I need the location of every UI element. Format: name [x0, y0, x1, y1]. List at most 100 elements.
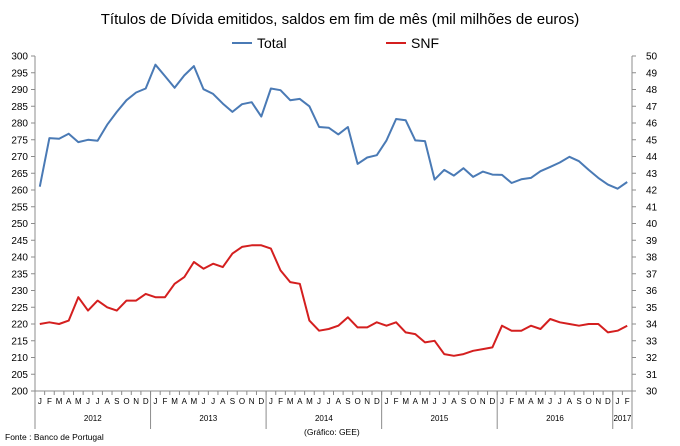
right-tick-label: 34 [646, 320, 658, 331]
month-tick-label: J [202, 397, 206, 406]
legend: Total SNF [232, 35, 439, 51]
month-tick-label: S [461, 397, 466, 406]
month-tick-label: J [96, 397, 100, 406]
month-tick-label: S [576, 397, 581, 406]
left-tick-label: 220 [11, 320, 28, 331]
month-tick-label: M [75, 397, 82, 406]
right-tick-label: 47 [646, 102, 658, 113]
month-tick-label: A [336, 397, 342, 406]
month-tick-label: N [133, 397, 139, 406]
month-tick-label: A [528, 397, 534, 406]
right-tick-label: 32 [646, 353, 658, 364]
month-tick-label: S [230, 397, 235, 406]
left-tick-label: 225 [11, 303, 28, 314]
left-tick-label: 230 [11, 286, 28, 297]
year-label: 2016 [546, 414, 564, 423]
series-line-snf [39, 244, 628, 357]
month-tick-label: J [317, 397, 321, 406]
month-tick-label: D [258, 397, 264, 406]
left-tick-label: 255 [11, 202, 28, 213]
right-tick-label: 41 [646, 202, 658, 213]
month-tick-label: D [489, 397, 495, 406]
right-tick-label: 42 [646, 186, 658, 197]
left-tick-label: 265 [11, 169, 28, 180]
month-tick-label: J [558, 397, 562, 406]
month-tick-label: A [567, 397, 573, 406]
right-tick-label: 50 [646, 52, 658, 63]
right-tick-label: 40 [646, 219, 658, 230]
month-tick-label: N [595, 397, 601, 406]
month-tick-label: J [38, 397, 42, 406]
month-tick-label: A [297, 397, 303, 406]
month-tick-label: J [548, 397, 552, 406]
right-tick-label: 39 [646, 236, 658, 247]
source-note: Fonte : Banco de Portugal [5, 432, 104, 442]
right-tick-label: 30 [646, 387, 658, 398]
left-tick-label: 285 [11, 102, 28, 113]
right-tick-label: 45 [646, 135, 658, 146]
month-tick-label: O [239, 397, 245, 406]
right-tick-label: 37 [646, 269, 658, 280]
month-tick-label: A [105, 397, 111, 406]
month-tick-label: S [345, 397, 350, 406]
month-tick-label: F [278, 397, 283, 406]
month-tick-label: M [171, 397, 178, 406]
left-tick-label: 205 [11, 370, 28, 381]
month-tick-label: N [249, 397, 255, 406]
year-label: 2015 [431, 414, 449, 423]
left-tick-label: 270 [11, 152, 28, 163]
right-tick-label: 48 [646, 85, 658, 96]
month-tick-label: M [287, 397, 294, 406]
month-tick-label: F [625, 397, 630, 406]
month-tick-label: D [374, 397, 380, 406]
left-tick-label: 290 [11, 85, 28, 96]
month-tick-label: F [394, 397, 399, 406]
month-tick-label: J [384, 397, 388, 406]
left-tick-label: 260 [11, 186, 28, 197]
left-tick-label: 280 [11, 119, 28, 130]
month-tick-label: M [537, 397, 544, 406]
chart-credit-note: (Gráfico: GEE) [304, 427, 360, 437]
month-tick-label: J [433, 397, 437, 406]
series-line-total [38, 63, 628, 190]
month-tick-label: J [211, 397, 215, 406]
month-tick-label: M [191, 397, 198, 406]
month-tick-label: O [123, 397, 129, 406]
month-tick-label: M [402, 397, 409, 406]
month-tick-label: F [509, 397, 514, 406]
month-tick-label: O [354, 397, 360, 406]
left-tick-label: 235 [11, 269, 28, 280]
left-tick-label: 215 [11, 336, 28, 347]
year-label: 2017 [613, 414, 631, 423]
month-tick-label: D [143, 397, 149, 406]
right-tick-label: 46 [646, 119, 658, 130]
month-tick-label: J [86, 397, 90, 406]
month-tick-label: M [422, 397, 429, 406]
left-tick-label: 245 [11, 236, 28, 247]
month-tick-label: F [163, 397, 168, 406]
right-tick-label: 49 [646, 68, 658, 79]
month-tick-label: O [586, 397, 592, 406]
legend-snf-label: SNF [411, 35, 439, 51]
month-tick-label: A [451, 397, 457, 406]
left-tick-label: 295 [11, 68, 28, 79]
left-tick-label: 250 [11, 219, 28, 230]
month-tick-label: J [269, 397, 273, 406]
right-tick-label: 36 [646, 286, 658, 297]
month-tick-label: M [56, 397, 63, 406]
year-label: 2014 [315, 414, 333, 423]
month-tick-label: M [518, 397, 525, 406]
month-tick-label: J [327, 397, 331, 406]
month-tick-label: A [413, 397, 419, 406]
left-tick-label: 300 [11, 52, 28, 63]
right-tick-label: 38 [646, 253, 658, 264]
month-tick-label: J [616, 397, 620, 406]
right-tick-label: 33 [646, 336, 658, 347]
month-tick-label: S [114, 397, 119, 406]
right-tick-label: 35 [646, 303, 658, 314]
legend-total-label: Total [257, 35, 287, 51]
month-tick-label: F [47, 397, 52, 406]
month-tick-label: D [605, 397, 611, 406]
month-tick-label: M [306, 397, 313, 406]
